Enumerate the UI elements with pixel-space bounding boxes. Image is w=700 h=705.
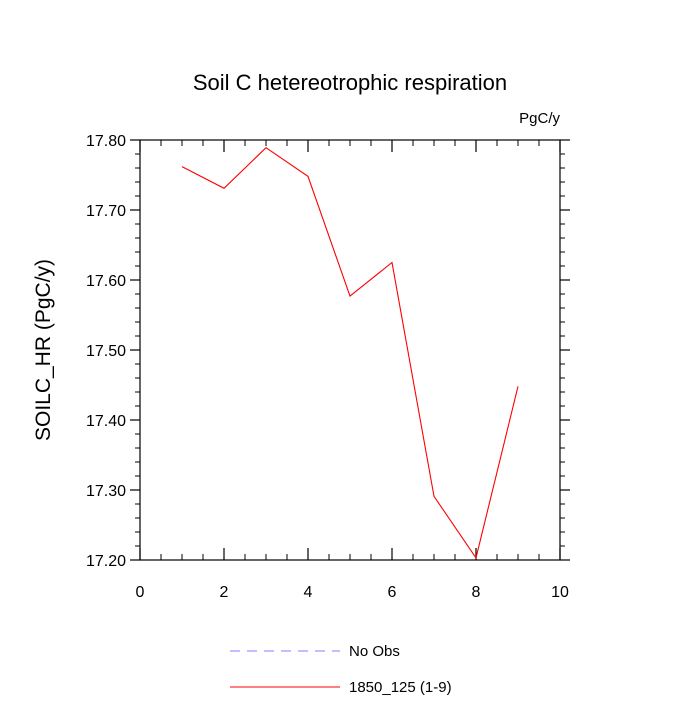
legend-label-0: No Obs (349, 643, 400, 660)
y-axis-label: SOILC_HR (PgC/y) (32, 259, 55, 441)
series-layer (181, 146, 519, 560)
series-line-1 (181, 146, 519, 560)
y-tick-label: 17.50 (86, 343, 126, 360)
x-tick-label: 6 (388, 584, 397, 601)
chart-title: Soil C hetereotrophic respiration (193, 70, 507, 95)
x-tick-label: 8 (472, 584, 481, 601)
legend: No Obs 1850_125 (1-9) (230, 643, 452, 696)
y-tick-label: 17.30 (86, 483, 126, 500)
y-tick-label: 17.80 (86, 133, 126, 150)
y-axis-ticks: 17.20 17.30 17.40 17.50 17.60 17.70 17.80 (86, 133, 570, 570)
x-tick-label: 10 (551, 584, 569, 601)
legend-label-1: 1850_125 (1-9) (349, 679, 452, 696)
y-tick-label: 17.60 (86, 273, 126, 290)
units-label: PgC/y (519, 110, 560, 127)
x-tick-label: 4 (304, 584, 313, 601)
y-tick-label: 17.20 (86, 553, 126, 570)
x-tick-label: 2 (220, 584, 229, 601)
y-tick-label: 17.70 (86, 203, 126, 220)
x-tick-label: 0 (136, 584, 145, 601)
plot-frame (139, 139, 561, 561)
y-tick-label: 17.40 (86, 413, 126, 430)
x-axis-ticks: 0 2 4 6 8 10 (136, 140, 569, 601)
